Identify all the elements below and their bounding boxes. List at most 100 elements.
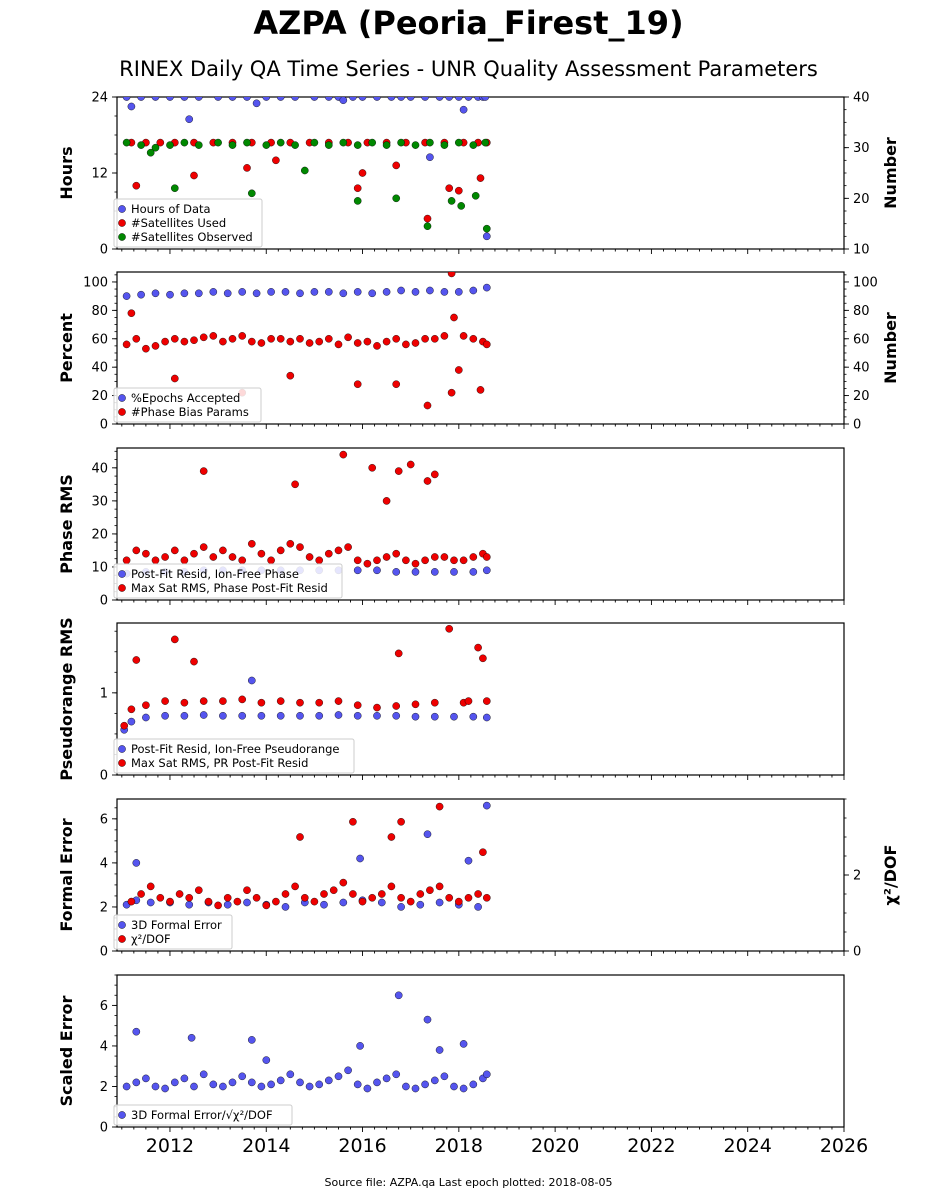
data-point <box>161 553 169 561</box>
data-point <box>353 380 362 389</box>
plot-frame <box>116 798 845 952</box>
data-point <box>142 344 150 353</box>
legend-marker <box>118 408 126 416</box>
data-point <box>300 166 309 175</box>
data-point <box>257 549 266 558</box>
data-point <box>411 712 420 721</box>
data-point <box>286 1070 295 1079</box>
data-point <box>469 1080 478 1089</box>
data-point <box>387 833 396 841</box>
data-point <box>358 97 367 101</box>
page-title: AZPA (Peoria_Firest_19) <box>253 4 684 42</box>
data-point <box>479 654 487 663</box>
data-point <box>447 272 456 278</box>
data-point <box>430 553 439 561</box>
data-point <box>209 553 218 561</box>
data-point <box>339 138 348 147</box>
data-point <box>305 339 314 347</box>
data-point <box>334 1072 343 1081</box>
data-point <box>180 138 189 147</box>
data-point <box>482 553 491 561</box>
legend-marker <box>118 205 126 213</box>
y-tick-label: 60 <box>91 332 108 347</box>
data-point <box>286 371 295 380</box>
data-point <box>435 802 444 811</box>
y2-tick-label: 20 <box>853 192 870 207</box>
y2-tick-label: 40 <box>853 361 870 376</box>
x-tick-label: 2024 <box>724 1135 772 1157</box>
legend-marker <box>118 584 126 592</box>
data-point <box>127 102 136 111</box>
y2-tick-label: 40 <box>853 91 870 106</box>
data-point <box>464 97 473 101</box>
data-point <box>166 897 174 906</box>
data-point <box>482 224 491 233</box>
data-point <box>219 697 227 705</box>
data-point <box>132 1027 141 1036</box>
data-point <box>310 897 319 906</box>
legend-label: #Phase Bias Params <box>131 405 249 419</box>
data-point <box>339 898 348 907</box>
data-point <box>392 702 401 710</box>
data-point <box>170 1078 179 1087</box>
data-point <box>394 649 403 658</box>
data-point <box>368 289 377 298</box>
data-point <box>382 553 391 561</box>
legend-marker <box>118 1111 126 1119</box>
y2-tick-label: 10 <box>853 243 870 258</box>
data-point <box>214 97 222 101</box>
data-point <box>228 1078 237 1087</box>
data-point <box>416 900 425 909</box>
data-point <box>482 232 491 241</box>
data-point <box>276 697 285 705</box>
data-point <box>194 289 203 298</box>
data-point <box>440 1072 449 1081</box>
data-point <box>276 138 285 147</box>
y-tick-label: 20 <box>91 527 108 542</box>
data-point <box>238 712 246 720</box>
data-point <box>411 559 420 568</box>
data-point <box>349 97 357 101</box>
data-point <box>373 556 381 565</box>
data-point <box>185 115 193 123</box>
data-point <box>392 549 401 558</box>
data-point <box>320 900 328 909</box>
y-tick-label: 2 <box>100 900 108 915</box>
data-point <box>262 141 271 149</box>
data-point <box>137 97 145 101</box>
data-point <box>156 894 165 902</box>
data-point <box>353 197 362 205</box>
data-point <box>146 898 155 907</box>
data-point <box>344 1066 352 1075</box>
data-point <box>450 1082 458 1091</box>
legend: Post-Fit Resid, Ion-Free PseudorangeMax … <box>113 738 355 774</box>
data-point <box>296 712 304 720</box>
legend-marker <box>118 233 126 241</box>
y-tick-label: 0 <box>100 769 108 784</box>
data-point <box>349 818 357 826</box>
data-point <box>411 288 420 296</box>
y-tick-label: 12 <box>91 167 108 182</box>
data-point <box>353 1080 362 1089</box>
data-point <box>187 1034 196 1042</box>
y-axis-label: Scaled Error <box>57 996 76 1107</box>
data-point <box>142 713 150 722</box>
data-point <box>243 886 251 895</box>
data-point <box>430 334 439 343</box>
data-point <box>185 900 193 909</box>
data-point <box>363 559 372 568</box>
data-point <box>120 721 128 730</box>
data-point <box>305 1082 314 1091</box>
y2-axis-label: Number <box>881 137 900 209</box>
data-point <box>423 214 432 223</box>
data-point <box>474 890 482 898</box>
data-point <box>334 697 343 705</box>
data-points <box>122 97 491 241</box>
y2-axis-label: Number <box>881 312 900 384</box>
data-point <box>445 894 454 902</box>
legend-label: Post-Fit Resid, Ion-Free Pseudorange <box>131 742 339 756</box>
legend-marker <box>118 759 126 767</box>
data-point <box>373 342 381 350</box>
data-point <box>423 401 432 410</box>
